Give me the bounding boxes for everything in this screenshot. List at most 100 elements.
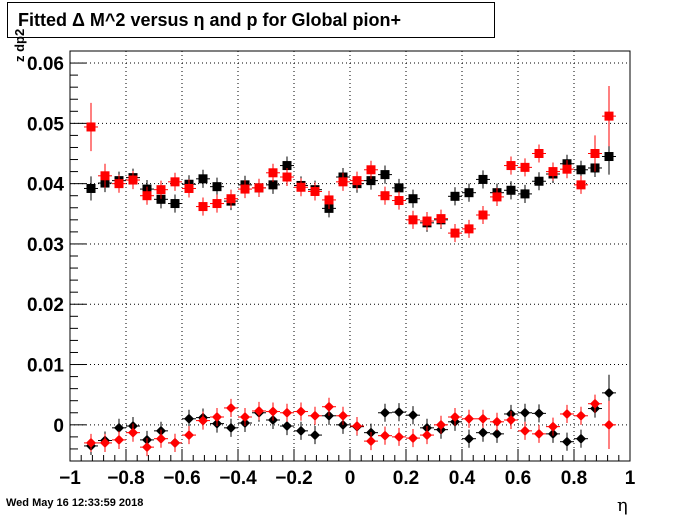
- series-2: [84, 374, 616, 455]
- chart-title: Fitted Δ M^2 versus η and p for Global p…: [7, 2, 495, 38]
- data-point: [86, 437, 96, 448]
- data-point: [478, 210, 488, 220]
- data-point: [184, 183, 194, 193]
- data-point: [114, 179, 124, 189]
- footer-timestamp: Wed May 16 12:33:59 2018: [6, 497, 144, 509]
- data-point: [212, 182, 222, 192]
- data-point: [156, 185, 166, 195]
- data-point: [226, 422, 236, 433]
- x-tick-label: 0: [345, 468, 356, 489]
- data-point: [268, 168, 278, 178]
- data-point: [478, 174, 488, 184]
- data-point: [604, 111, 614, 121]
- data-point: [324, 401, 334, 412]
- series-1: [84, 85, 616, 243]
- data-point: [506, 161, 516, 171]
- data-point: [562, 164, 572, 174]
- data-point: [128, 427, 138, 438]
- data-point: [268, 180, 278, 190]
- data-point: [380, 407, 390, 418]
- data-point: [114, 422, 124, 433]
- data-point: [254, 405, 264, 416]
- data-point: [324, 195, 334, 205]
- series-3: [84, 394, 616, 457]
- y-tick-label: 0.06: [27, 54, 64, 75]
- data-point: [282, 161, 292, 171]
- x-tick-label: 0.6: [505, 468, 531, 489]
- data-marks: [84, 85, 616, 457]
- data-point: [576, 165, 586, 175]
- data-point: [450, 191, 460, 201]
- data-point: [520, 407, 530, 418]
- data-point: [604, 387, 614, 398]
- data-point: [408, 215, 418, 225]
- data-point: [240, 184, 250, 194]
- data-point: [114, 434, 124, 445]
- data-point: [548, 167, 558, 177]
- x-tick-label: −0.8: [107, 468, 145, 489]
- data-point: [422, 216, 432, 226]
- data-point: [436, 419, 446, 430]
- y-tick-label: 0.03: [27, 235, 64, 256]
- x-tick-label: −1: [59, 468, 81, 489]
- data-point: [562, 408, 572, 419]
- data-point: [296, 425, 306, 436]
- data-point: [464, 224, 474, 234]
- x-tick-label: 0.2: [393, 468, 419, 489]
- data-point: [198, 202, 208, 212]
- data-point: [128, 175, 138, 185]
- x-tick-label: 1: [625, 468, 636, 489]
- data-point: [352, 176, 362, 186]
- y-axis-label: z dp2: [12, 28, 27, 62]
- data-point: [268, 406, 278, 417]
- data-point: [170, 199, 180, 209]
- data-point: [366, 176, 376, 186]
- data-point: [282, 172, 292, 182]
- data-point: [394, 431, 404, 442]
- data-point: [310, 410, 320, 421]
- data-point: [212, 199, 222, 209]
- data-point: [310, 186, 320, 196]
- data-point: [170, 437, 180, 448]
- data-point: [394, 407, 404, 418]
- data-point: [590, 398, 600, 409]
- data-point: [534, 428, 544, 439]
- data-point: [422, 430, 432, 441]
- x-tick-label: 0.4: [449, 468, 476, 489]
- data-point: [520, 425, 530, 436]
- data-point: [408, 410, 418, 421]
- y-tick-label: 0.01: [27, 356, 64, 377]
- data-point: [282, 421, 292, 432]
- data-point: [156, 433, 166, 444]
- data-point: [86, 183, 96, 193]
- data-point: [380, 170, 390, 180]
- data-point: [520, 162, 530, 172]
- data-point: [352, 421, 362, 432]
- data-point: [184, 430, 194, 441]
- data-point: [226, 402, 236, 413]
- data-point: [604, 419, 614, 430]
- data-point: [394, 196, 404, 206]
- data-point: [310, 430, 320, 441]
- axes: −1 −0.8 −0.6 −0.4 −0.2 0 0.2 0.4 0.6 0.8 1 0 0.01 0.0…: [27, 50, 636, 489]
- y-tick-label: 0: [53, 416, 64, 437]
- data-point: [548, 421, 558, 432]
- data-point: [408, 194, 418, 204]
- data-point: [576, 410, 586, 421]
- x-axis-label: η: [617, 495, 628, 516]
- data-point: [576, 180, 586, 190]
- data-point: [86, 122, 96, 132]
- data-point: [212, 411, 222, 422]
- data-point: [198, 415, 208, 426]
- data-point: [478, 413, 488, 424]
- y-tick-label: 0.04: [27, 175, 64, 196]
- data-point: [240, 411, 250, 422]
- data-point: [450, 411, 460, 422]
- data-point: [520, 189, 530, 199]
- y-tick-label: 0.02: [27, 295, 64, 316]
- data-point: [408, 433, 418, 444]
- data-point: [492, 192, 502, 202]
- x-tick-label: 0.8: [561, 468, 587, 489]
- data-point: [436, 214, 446, 224]
